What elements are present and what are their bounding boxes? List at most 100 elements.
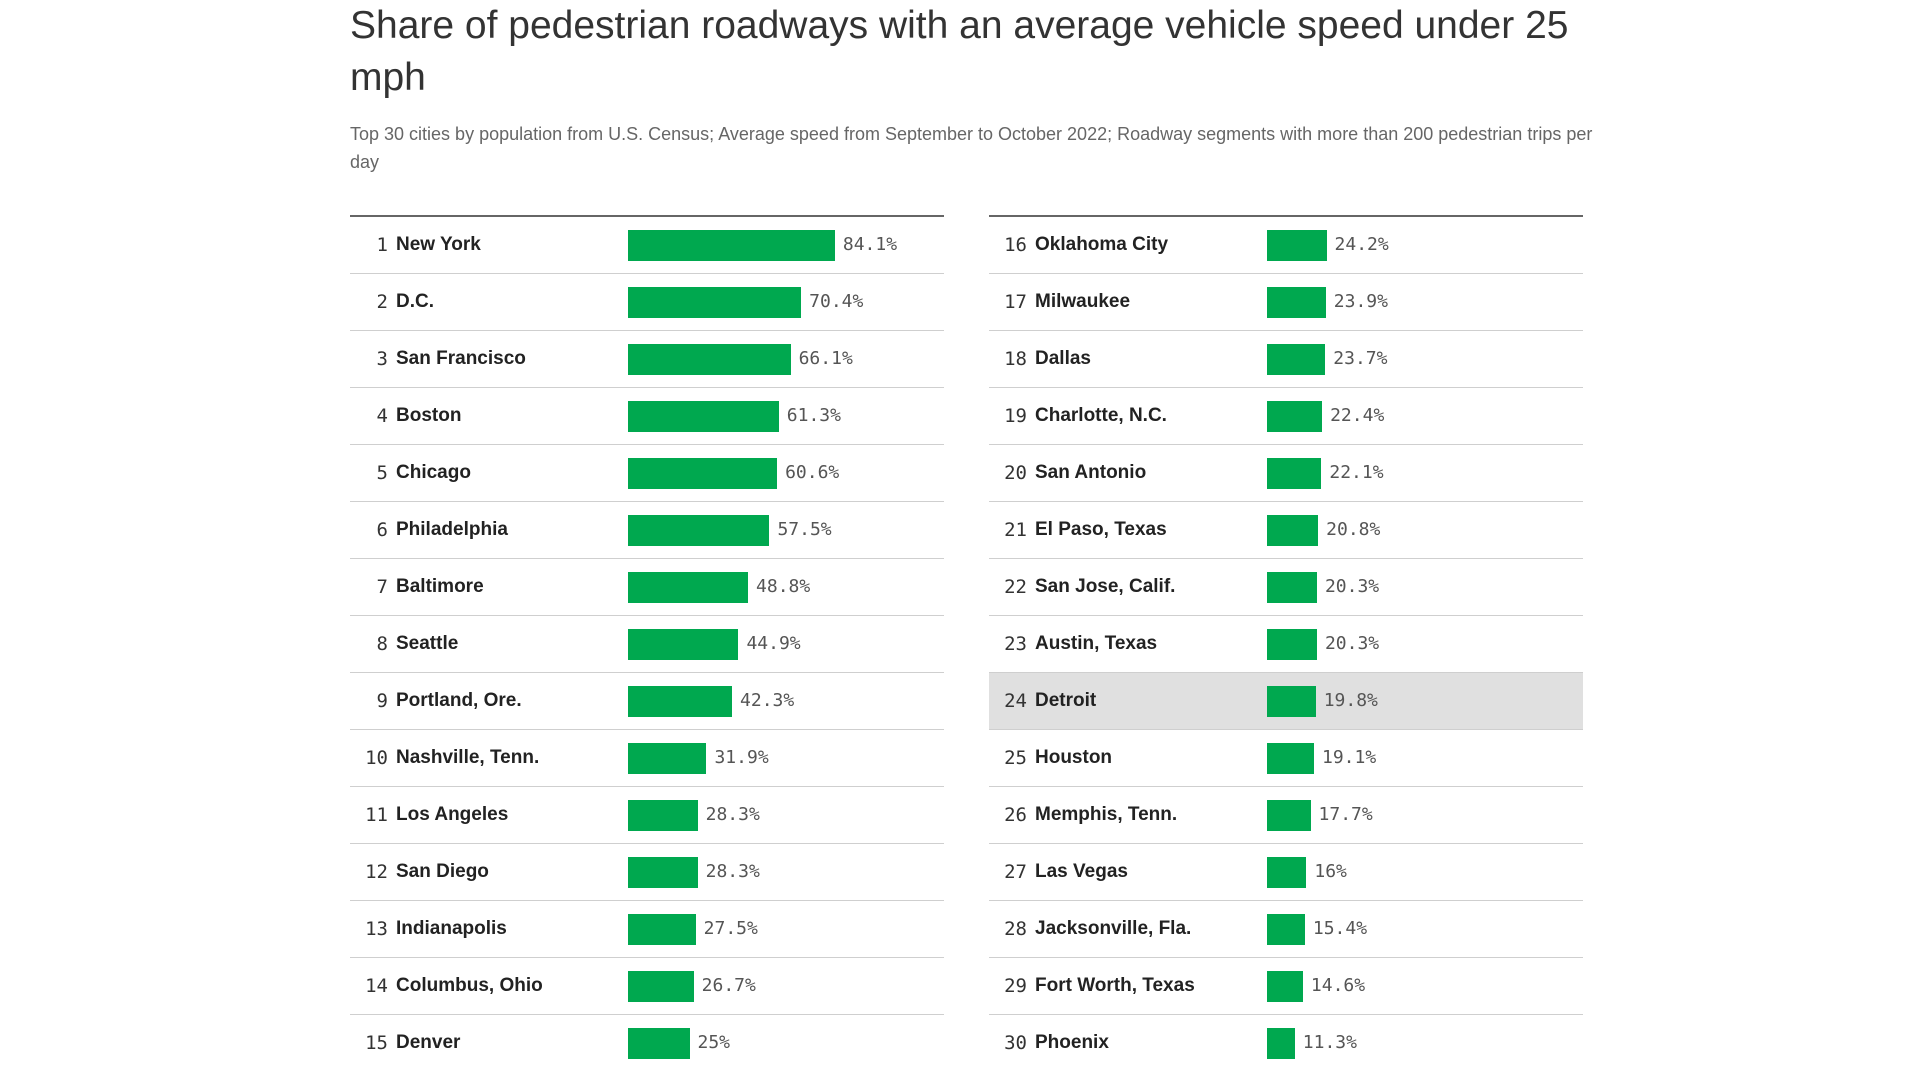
table-row: 28 Jacksonville, Fla. 15.4%	[989, 901, 1583, 958]
city-label: Jacksonville, Fla.	[1035, 918, 1192, 939]
city-label: Las Vegas	[1035, 861, 1128, 882]
bar	[1267, 401, 1323, 432]
rank-label: 1	[376, 234, 388, 256]
rank-label: 4	[376, 405, 388, 427]
rank-label: 28	[1004, 918, 1027, 940]
table-row: 19 Charlotte, N.C. 22.4%	[989, 388, 1583, 445]
value-label: 61.3%	[786, 405, 841, 426]
rank-label: 14	[365, 975, 388, 997]
rank-label: 11	[365, 804, 388, 826]
bar	[628, 743, 707, 774]
value-label: 19.1%	[1321, 747, 1377, 768]
bar	[1267, 572, 1317, 603]
city-label: Austin, Texas	[1035, 633, 1158, 654]
bar	[1267, 1028, 1295, 1059]
value-label: 20.8%	[1326, 519, 1381, 540]
city-label: San Antonio	[1035, 462, 1147, 483]
city-label: Milwaukee	[1035, 291, 1131, 312]
value-label: 11.3%	[1302, 1032, 1357, 1053]
bar	[1267, 971, 1303, 1002]
table-row: 7 Baltimore 48.8%	[350, 559, 944, 616]
value-label: 44.9%	[746, 633, 801, 654]
table-row: 18 Dallas 23.7%	[989, 331, 1583, 388]
city-label: Fort Worth, Texas	[1035, 975, 1195, 996]
value-label: 66.1%	[798, 348, 853, 369]
city-label: D.C.	[396, 291, 434, 312]
table-row: 11 Los Angeles 28.3%	[350, 787, 944, 844]
city-label: Oklahoma City	[1035, 234, 1169, 255]
rank-label: 16	[1004, 234, 1027, 256]
rank-label: 20	[1004, 462, 1027, 484]
city-label: Chicago	[396, 462, 471, 483]
city-label: New York	[396, 234, 481, 255]
value-label: 15.4%	[1312, 918, 1368, 939]
bar	[628, 458, 778, 489]
value-label: 20.3%	[1324, 633, 1380, 654]
table-row: 4 Boston 61.3%	[350, 388, 944, 445]
table-row: 5 Chicago 60.6%	[350, 445, 944, 502]
bar	[1267, 857, 1307, 888]
table-row: 30 Phoenix 11.3%	[989, 1015, 1583, 1071]
chart-subtitle: Top 30 cities by population from U.S. Ce…	[350, 124, 1593, 172]
value-label: 48.8%	[756, 576, 811, 597]
rank-label: 30	[1004, 1032, 1027, 1054]
value-label: 31.9%	[714, 747, 769, 768]
table-row: 3 San Francisco 66.1%	[350, 331, 944, 388]
rank-label: 9	[376, 690, 388, 712]
value-label: 24.2%	[1334, 234, 1389, 255]
table-row: 17 Milwaukee 23.9%	[989, 274, 1583, 331]
rank-label: 18	[1004, 348, 1027, 370]
city-label: Columbus, Ohio	[396, 975, 543, 996]
city-label: Memphis, Tenn.	[1035, 804, 1178, 825]
value-label: 42.3%	[740, 690, 795, 711]
bar	[1267, 344, 1326, 375]
bar	[628, 344, 791, 375]
rank-label: 15	[365, 1032, 388, 1054]
rank-label: 25	[1004, 747, 1027, 769]
city-label: Philadelphia	[396, 519, 508, 540]
value-label: 20.3%	[1324, 576, 1380, 597]
bar	[1267, 914, 1305, 945]
table-row: 8 Seattle 44.9%	[350, 616, 944, 673]
table-row: 20 San Antonio 22.1%	[989, 445, 1583, 502]
rank-label: 26	[1004, 804, 1027, 826]
rank-label: 27	[1004, 861, 1027, 883]
city-label: Detroit	[1035, 690, 1097, 711]
city-label: San Francisco	[396, 348, 526, 369]
rank-label: 13	[365, 918, 388, 940]
bar	[628, 857, 698, 888]
bar	[1267, 686, 1316, 717]
rank-label: 2	[376, 291, 388, 313]
chart-title: Share of pedestrian roadways with an ave…	[350, 4, 1569, 99]
table-row: 10 Nashville, Tenn. 31.9%	[350, 730, 944, 787]
bar	[1267, 287, 1326, 318]
bar	[628, 800, 698, 831]
rank-label: 10	[365, 747, 388, 769]
city-label: Los Angeles	[396, 804, 509, 825]
city-label: Charlotte, N.C.	[1035, 405, 1167, 426]
rank-label: 12	[365, 861, 388, 883]
table-row: 23 Austin, Texas 20.3%	[989, 616, 1583, 673]
bar	[628, 515, 770, 546]
rank-label: 5	[376, 462, 388, 484]
value-label: 26.7%	[701, 975, 756, 996]
table-row: 14 Columbus, Ohio 26.7%	[350, 958, 944, 1015]
bar	[628, 230, 835, 261]
rank-label: 24	[1004, 690, 1027, 712]
table-row: 29 Fort Worth, Texas 14.6%	[989, 958, 1583, 1015]
city-label: Boston	[396, 405, 462, 426]
value-label: 14.6%	[1310, 975, 1366, 996]
city-label: Indianapolis	[396, 918, 507, 939]
bar	[628, 971, 694, 1002]
table-row: 21 El Paso, Texas 20.8%	[989, 502, 1583, 559]
city-label: Houston	[1035, 747, 1113, 768]
table-row: 24 Detroit 19.8%	[989, 673, 1583, 730]
table-row: 26 Memphis, Tenn. 17.7%	[989, 787, 1583, 844]
city-label: Baltimore	[396, 576, 484, 597]
value-label: 25%	[697, 1032, 731, 1053]
rank-label: 7	[376, 576, 388, 598]
value-label: 28.3%	[705, 861, 760, 882]
value-label: 22.4%	[1330, 405, 1385, 426]
value-label: 17.7%	[1318, 804, 1373, 825]
